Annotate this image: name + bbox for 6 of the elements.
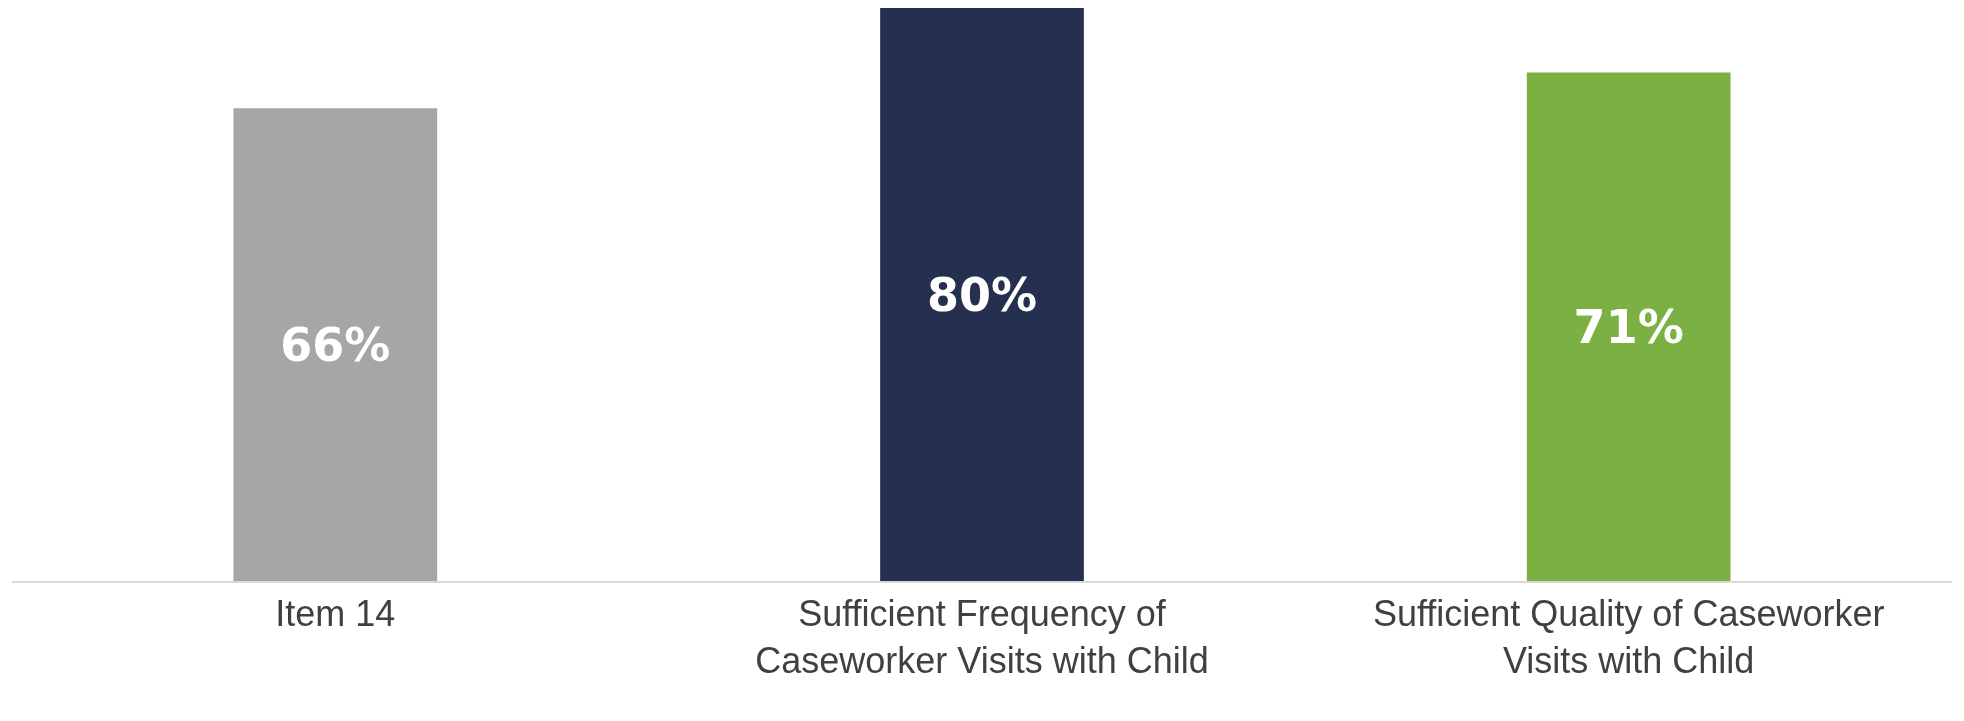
data-label: 80% (926, 267, 1038, 322)
x-tick-label: Sufficient Quality of Caseworker Visits with Child (1372, 593, 1885, 681)
data-label: 66% (280, 317, 391, 372)
x-tick-label: Item 14 (275, 593, 396, 635)
data-label: 71% (1573, 299, 1684, 354)
x-tick-label: Sufficient Frequency of Caseworker Visits with Child (755, 593, 1209, 681)
